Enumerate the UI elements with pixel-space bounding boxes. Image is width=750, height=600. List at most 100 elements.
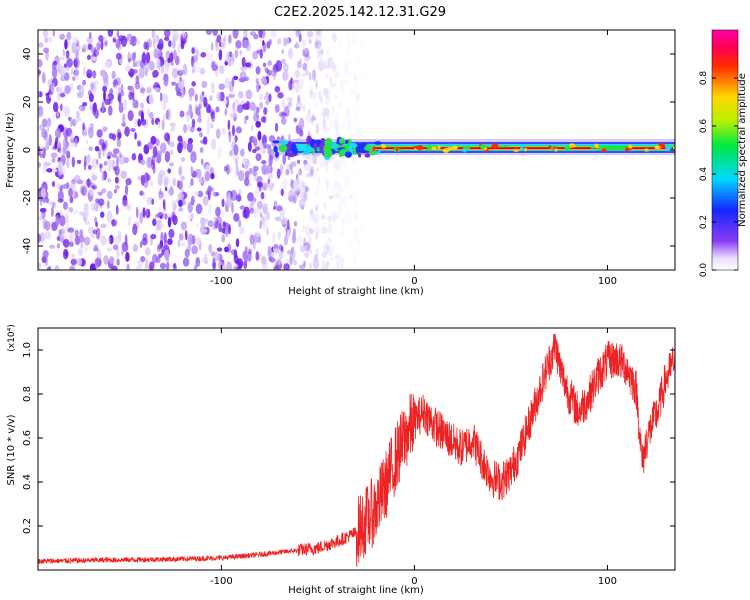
spectrogram-noise-cell [308, 108, 311, 115]
spectrogram-noise-cell [353, 225, 359, 232]
spectrogram-noise-cell [259, 220, 262, 230]
spectrogram-noise-cell [256, 81, 260, 93]
spectrogram-noise-cell [287, 219, 290, 231]
spectrogram-noise-cell [333, 34, 337, 44]
spectrogram-noise-cell [345, 213, 352, 224]
spectrogram-noise-cell [351, 36, 356, 45]
spectrogram-noise-cell [316, 32, 323, 41]
spectrogram-noise-cell [76, 110, 80, 119]
spectrogram-noise-cell [191, 47, 195, 54]
spectrogram-noise-cell [314, 225, 320, 236]
spectrogram-noise-cell [164, 186, 168, 192]
spectrogram-noise-cell [343, 63, 348, 70]
ridge-detail-blob [601, 148, 607, 153]
spectrogram-noise-cell [90, 82, 95, 91]
spectrogram-noise-cell [38, 59, 43, 68]
spectrogram-noise-cell [259, 253, 262, 262]
spectrogram-noise-cell [168, 228, 175, 239]
spectrogram-noise-cell [348, 123, 352, 129]
spectrogram-noise-cell [283, 263, 290, 270]
spectrogram-noise-cell [70, 68, 74, 76]
spectrogram-noise-cell [42, 30, 49, 38]
spectrogram-noise-cell [149, 261, 155, 270]
spectrogram-noise-cell [355, 237, 360, 247]
spectrogram-noise-cell [296, 60, 302, 69]
spectrogram-noise-cell [259, 212, 263, 218]
spectrogram-noise-cell [258, 30, 263, 38]
spectrogram-noise-cell [196, 127, 202, 132]
spectrogram-noise-cell [85, 154, 90, 167]
spectrogram-noise-cell [163, 175, 170, 185]
spectrogram-noise-cell [256, 200, 263, 210]
spectrogram-noise-cell [66, 158, 70, 169]
spectrogram-noise-cell [159, 222, 164, 230]
spectrogram-noise-cell [297, 60, 302, 68]
spectrogram-noise-cell [341, 228, 346, 236]
spectrogram-noise-cell [237, 170, 245, 182]
spectrogram-noise-cell [190, 56, 195, 68]
spectrogram-noise-cell [334, 118, 339, 125]
spectrogram-noise-cell [235, 194, 242, 202]
spectrogram-noise-cell [134, 81, 141, 90]
spectrogram-noise-cell [309, 210, 315, 221]
spectrogram-noise-cell [262, 225, 270, 232]
spectrogram-noise-cell [298, 264, 306, 269]
spectrogram-noise-cell [349, 228, 356, 235]
spectrogram-noise-cell [345, 48, 352, 56]
spectrogram-noise-cell [39, 207, 47, 213]
spectrogram-noise-cell [100, 39, 104, 51]
spectrogram-noise-cell [135, 265, 142, 270]
spectrogram-noise-cell [111, 153, 118, 158]
spectrogram-noise-cell [75, 49, 79, 58]
spectrogram-noise-cell [101, 171, 105, 182]
spectrogram-noise-cell [216, 216, 223, 225]
spectrogram-noise-cell [210, 123, 214, 129]
spectrogram-noise-cell [145, 51, 151, 64]
spectrogram-noise-cell [178, 165, 183, 177]
spectrogram-noise-cell [249, 207, 254, 214]
spectrogram-noise-cell [109, 88, 114, 95]
spectrogram-noise-cell [313, 253, 318, 261]
spectrogram-noise-cell [299, 77, 304, 90]
spectrogram-noise-cell [169, 162, 174, 167]
spectrogram-noise-cell [326, 107, 330, 120]
spectrogram-noise-cell [152, 218, 157, 227]
spectrogram-noise-cell [103, 255, 109, 265]
spectrogram-noise-cell [178, 167, 182, 176]
spectrogram-noise-cell [292, 228, 297, 235]
spectrogram-noise-cell [150, 233, 157, 240]
spectrogram-noise-cell [323, 112, 328, 118]
spectrogram-noise-cell [329, 212, 336, 222]
spectrogram-noise-cell [299, 117, 305, 130]
x-tick-label: 100 [598, 276, 617, 287]
spectrogram-noise-cell [201, 256, 208, 264]
spectrogram-noise-cell [249, 31, 257, 36]
ridge-detail-blob [619, 146, 625, 151]
spectrogram-noise-cell [355, 92, 360, 104]
x-tick-label: -100 [210, 276, 233, 287]
spectrogram-noise-cell [255, 66, 261, 75]
ridge-detail-blob [524, 147, 527, 152]
spectrogram-noise-cell [190, 195, 195, 206]
spectrogram-noise-cell [297, 94, 301, 103]
spectrogram-noise-cell [271, 232, 276, 243]
ridge-detail-blob [412, 146, 420, 149]
spectrogram-noise-cell [41, 128, 48, 139]
spectrogram-noise-cell [303, 159, 308, 165]
ridge-detail-blob [448, 143, 452, 148]
y-tick-label: -20 [22, 190, 33, 206]
spectrogram-noise-cell [278, 250, 284, 260]
spectrogram-noise-cell [210, 82, 215, 94]
spectrogram-noise-cell [295, 30, 301, 38]
spectrogram-noise-cell [140, 159, 146, 165]
spectrogram-noise-cell [302, 49, 305, 57]
spectrogram-noise-cell [306, 173, 310, 178]
colorbar: 0.0 0.2 0.4 0.6 0.8 Normalized spectral ampl… [699, 29, 748, 277]
ridge-onset-blob [358, 152, 362, 158]
spectrogram-noise-cell [59, 209, 63, 216]
ridge-onset-blob [313, 142, 318, 150]
spectrogram-noise-cell [304, 252, 310, 259]
spectrogram-noise-cell [302, 62, 308, 71]
spectrogram-noise-cell [255, 185, 259, 198]
ridge-onset-blob [324, 137, 333, 148]
